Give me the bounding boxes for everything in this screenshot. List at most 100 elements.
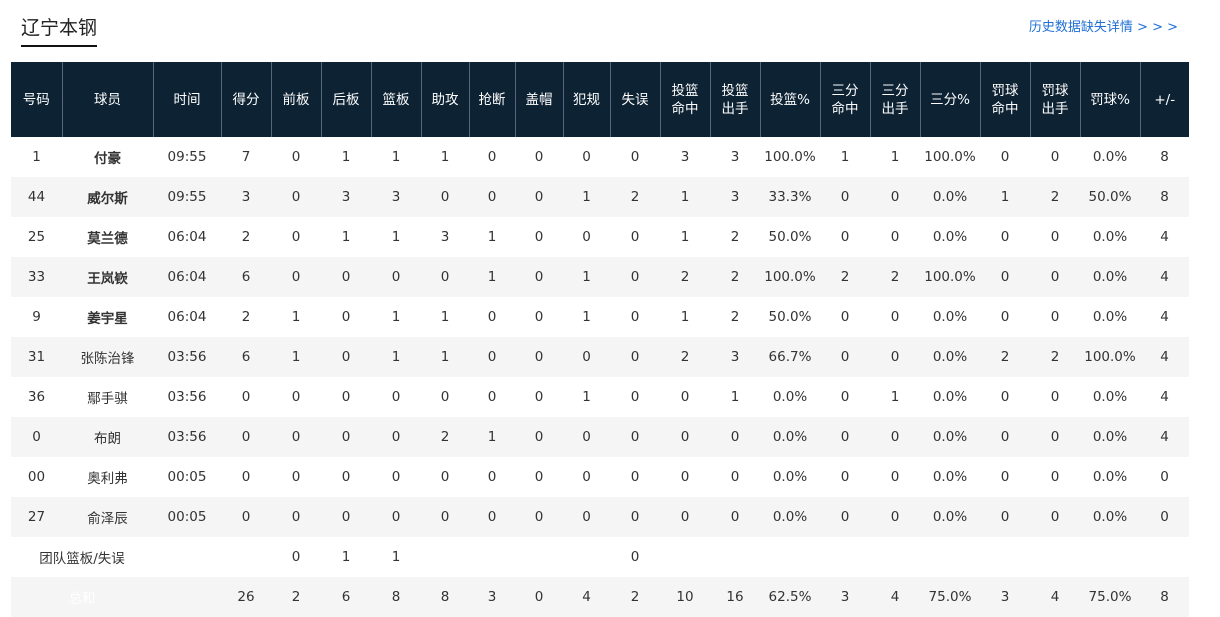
stat-cell: [1030, 537, 1080, 577]
stat-cell: 0: [563, 497, 610, 537]
stat-cell: 2: [730, 229, 740, 245]
stat-cell: 0.0%: [932, 389, 968, 405]
stat-cell: 0: [890, 309, 900, 325]
stat-cell: 1: [421, 337, 469, 377]
stat-cell: 0: [1000, 149, 1010, 165]
stat-cell: 0: [1050, 309, 1060, 325]
stat-cell: 2: [610, 177, 660, 217]
stat-cell: 0: [291, 389, 301, 405]
player-row: 9 姜宇星 06:04 2 1 0 1 1 0 0 1 0 1 2 50.0% 0 0 0.0% 0 0 0.0% 4: [11, 297, 1189, 337]
player-name: 张陈治锋: [62, 337, 153, 377]
player-row: 1 付豪 09:55 7 0 1 1 1 0 0 0 0 3 3 100.0% 1 1 100.0% 0 0 0.0% 8: [11, 137, 1189, 177]
stat-cell: 1: [582, 389, 591, 405]
stat-cell: 0: [660, 417, 710, 457]
player-name: 鄢手骐: [87, 391, 128, 407]
stat-cell: 00:05: [167, 469, 207, 485]
stat-cell: 2: [820, 257, 870, 297]
stat-cell: 0: [271, 257, 321, 297]
stat-cell: 0.0%: [772, 389, 808, 405]
player-number: 1: [32, 149, 41, 165]
stat-cell: 1: [291, 309, 301, 325]
stat-cell: 0: [469, 177, 515, 217]
stat-cell: 0: [1050, 229, 1060, 245]
stat-cell: 0: [582, 469, 591, 485]
stat-cell: 1: [680, 229, 690, 245]
stat-cell: 0: [820, 497, 870, 537]
stat-cell: 0: [534, 229, 544, 245]
stat-cell: [421, 537, 469, 577]
stat-cell: 3: [710, 337, 760, 377]
stat-cell: 03:56: [167, 389, 207, 405]
stat-cell: 0: [890, 229, 900, 245]
stat-cell: 0: [371, 417, 421, 457]
stat-cell: 0: [610, 417, 660, 457]
stat-cell: 0: [487, 469, 497, 485]
stat-cell: [710, 537, 760, 577]
stat-cell: 0: [291, 469, 301, 485]
stat-cell: [221, 537, 271, 577]
stat-cell: 0: [241, 389, 251, 405]
stat-cell: 0: [980, 497, 1030, 537]
player-name: 莫兰德: [87, 231, 128, 247]
player-row: 33 王岚嵚 06:04 6 0 0 0 0 1 0 1 0 2 2 100.0% 2 2 100.0% 0 0 0.0…: [11, 257, 1189, 297]
stat-cell: 0: [341, 389, 351, 405]
stat-cell: [153, 537, 221, 577]
stat-cell: 1: [271, 337, 321, 377]
player-number: 33: [11, 257, 62, 297]
stat-cell: 0: [840, 309, 850, 325]
stat-cell: 0: [890, 469, 900, 485]
stat-cell: 0: [341, 469, 351, 485]
history-data-link[interactable]: 历史数据缺失详情 > > >: [1028, 20, 1178, 35]
stat-cell: 0: [1160, 469, 1169, 485]
stat-cell: 0: [630, 309, 640, 325]
column-header: 失误: [610, 62, 661, 137]
stat-cell: 0: [630, 549, 640, 565]
stat-cell: 0: [660, 497, 710, 537]
player-row: 31 张陈治锋 03:56 6 1 0 1 1 0 0 0 0 2 3 66.7% 0 0 0.0% 2 2 100.0…: [11, 337, 1189, 377]
stat-cell: 0: [563, 417, 610, 457]
stat-cell: 0: [515, 417, 563, 457]
stat-cell: 1: [563, 177, 610, 217]
stat-cell: 6: [221, 257, 271, 297]
column-header: 罚球%: [1080, 62, 1141, 137]
stat-cell: 03:56: [153, 417, 221, 457]
stat-cell: 0.0%: [1092, 469, 1128, 485]
stat-cell: [980, 537, 1030, 577]
stat-cell: 2: [421, 417, 469, 457]
total-row-label: 总和: [11, 577, 153, 617]
stat-cell: 0.0%: [920, 417, 980, 457]
stat-cell: 0: [221, 417, 271, 457]
stat-cell: 0: [610, 337, 660, 377]
stat-cell: 1: [341, 149, 351, 165]
stat-cell: 0: [487, 309, 497, 325]
stat-cell: 0: [534, 469, 544, 485]
stat-cell: 0.0%: [932, 309, 968, 325]
stat-cell: 8: [1140, 177, 1189, 217]
player-row: 25 莫兰德 06:04 2 0 1 1 3 1 0 0 0 1 2 50.0% 0 0 0.0% 0 0 0.0% 4: [11, 217, 1189, 257]
stat-cell: 0: [271, 417, 321, 457]
stat-cell: 66.7%: [760, 337, 820, 377]
stat-cell: 4: [870, 577, 920, 617]
stat-cell: 4: [1160, 389, 1169, 405]
stat-cell: 0.0%: [932, 469, 968, 485]
total-row: 总和 26 2 6 8 8 3 0 4 2 10 16 62.5% 3 4 75.0% 3 4 75.0% 8: [11, 577, 1189, 617]
column-header: 抢断: [469, 62, 516, 137]
player-row: 00 奥利弗 00:05 0 0 0 0 0 0 0 0 0 0 0 0.0% 0 0 0.0% 0 0 0.0% 0: [11, 457, 1189, 497]
stat-cell: [563, 537, 610, 577]
stat-cell: 0: [534, 389, 544, 405]
column-header: 三分%: [920, 62, 981, 137]
stat-cell: 0: [563, 337, 610, 377]
stat-cell: 2: [710, 257, 760, 297]
stat-cell: 0: [469, 497, 515, 537]
stat-cell: 2: [730, 309, 740, 325]
stat-cell: 1: [487, 229, 497, 245]
stat-cell: 3: [469, 577, 515, 617]
stat-cell: 1: [391, 149, 401, 165]
player-row: 36 鄢手骐 03:56 0 0 0 0 0 0 0 1 0 0 1 0.0% 0 1 0.0% 0 0 0.0% 4: [11, 377, 1189, 417]
stat-cell: 0: [487, 149, 497, 165]
stat-cell: 0: [515, 497, 563, 537]
stat-cell: 75.0%: [1080, 577, 1140, 617]
stat-cell: 2: [660, 337, 710, 377]
stat-cell: 50.0%: [768, 309, 812, 325]
stat-cell: 0: [241, 469, 251, 485]
